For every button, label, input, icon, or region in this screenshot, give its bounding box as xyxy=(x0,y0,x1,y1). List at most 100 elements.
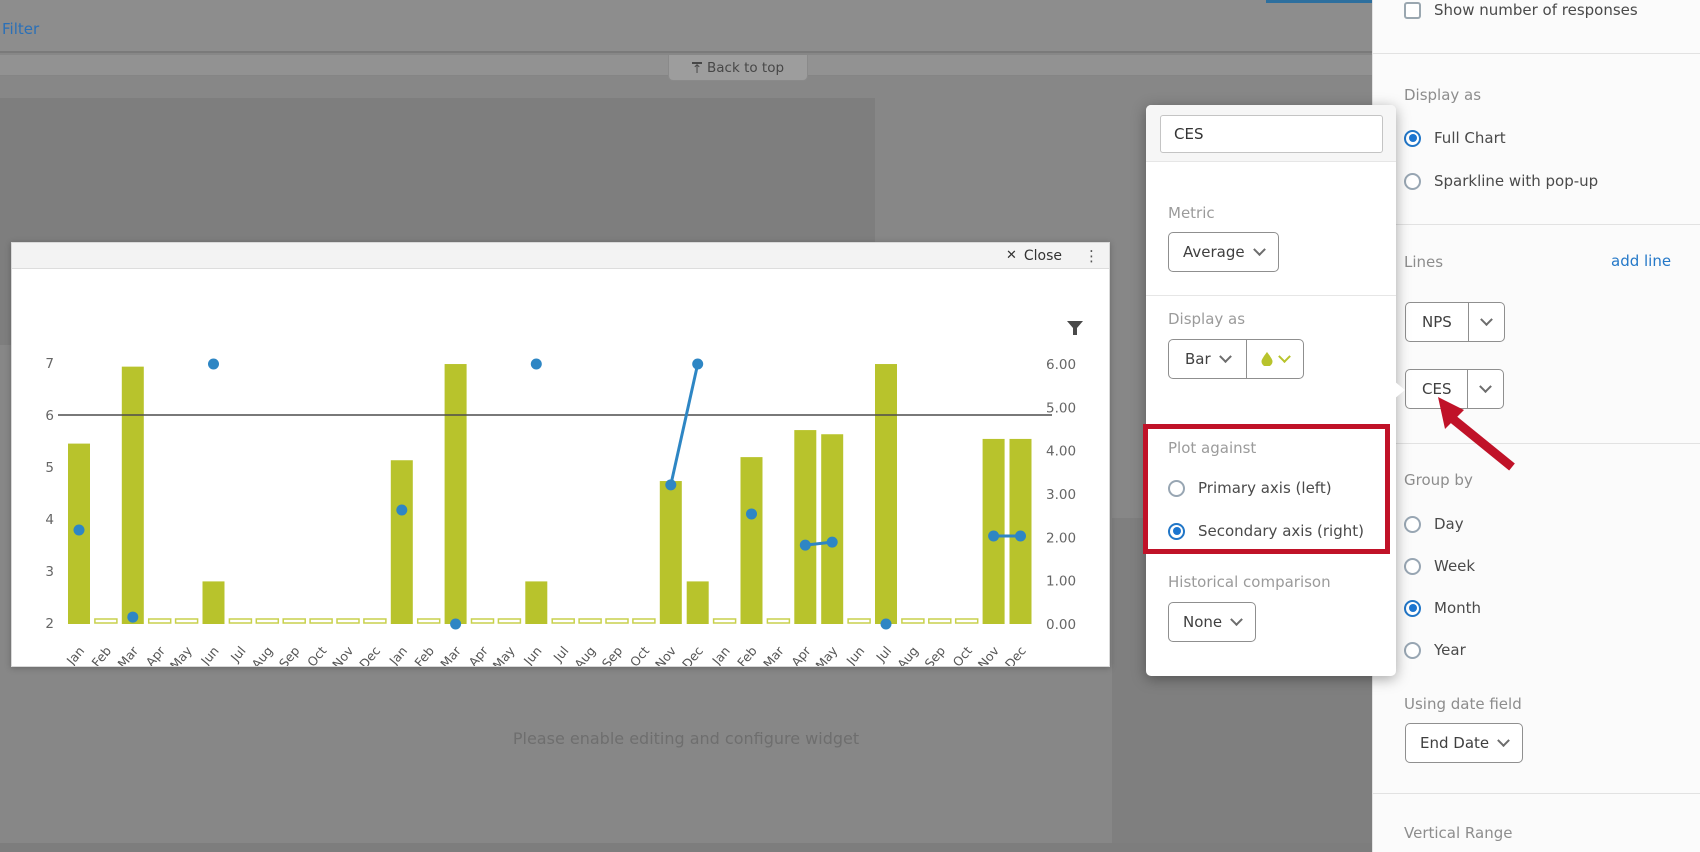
svg-text:Mar: Mar xyxy=(760,643,787,666)
radio-icon[interactable] xyxy=(1404,129,1421,147)
radio-icon[interactable] xyxy=(1168,479,1185,497)
svg-text:Aug: Aug xyxy=(571,643,598,666)
close-icon: ✕ xyxy=(1005,248,1017,263)
svg-text:1.00: 1.00 xyxy=(1046,574,1076,590)
svg-text:Oct: Oct xyxy=(627,643,652,666)
svg-text:Sep: Sep xyxy=(921,643,948,666)
date-field-dropdown[interactable]: End Date xyxy=(1405,723,1524,763)
separator xyxy=(1373,224,1700,225)
svg-text:Jun: Jun xyxy=(197,643,222,666)
radio-icon[interactable] xyxy=(1404,557,1421,575)
checkbox-icon[interactable] xyxy=(1404,1,1421,19)
svg-text:Nov: Nov xyxy=(652,643,680,666)
plot-option-secondary[interactable]: Secondary axis (right) xyxy=(1168,522,1364,540)
svg-text:7: 7 xyxy=(45,356,54,372)
svg-text:Dec: Dec xyxy=(679,643,706,666)
svg-text:Sep: Sep xyxy=(599,643,626,666)
display-as-label: Display as xyxy=(1168,310,1246,328)
line-item-nps[interactable]: NPS xyxy=(1405,302,1505,342)
display-option-full-chart[interactable]: Full Chart xyxy=(1404,129,1506,147)
group-option-year[interactable]: Year xyxy=(1404,641,1466,659)
display-as-text: Bar xyxy=(1185,350,1211,368)
svg-text:6: 6 xyxy=(45,408,54,424)
back-to-top-label: Back to top xyxy=(707,59,785,76)
vertical-range-label: Vertical Range xyxy=(1404,824,1513,842)
radio-icon[interactable] xyxy=(1404,641,1421,659)
plot-against-label: Plot against xyxy=(1168,439,1257,457)
svg-text:Dec: Dec xyxy=(1002,643,1029,666)
svg-text:Jul: Jul xyxy=(872,643,894,665)
chevron-down-icon xyxy=(1479,312,1493,326)
svg-text:Nov: Nov xyxy=(975,643,1003,666)
show-responses-row[interactable]: Show number of responses xyxy=(1404,1,1638,19)
line-name-input[interactable] xyxy=(1160,115,1383,153)
kebab-menu-icon[interactable]: ⋮ xyxy=(1084,246,1099,265)
group-option-day[interactable]: Day xyxy=(1404,515,1464,533)
popup-callout-beak xyxy=(1394,381,1405,399)
svg-text:3.00: 3.00 xyxy=(1046,487,1076,503)
nps-button-label[interactable]: NPS xyxy=(1406,303,1469,341)
radio-icon[interactable] xyxy=(1404,172,1421,190)
metric-dropdown[interactable]: Average xyxy=(1168,232,1279,272)
option-label: Full Chart xyxy=(1434,129,1506,147)
display-as-dropdown[interactable]: Bar xyxy=(1168,339,1304,379)
svg-text:Nov: Nov xyxy=(329,643,357,666)
option-label: Week xyxy=(1434,557,1476,575)
svg-text:6.00: 6.00 xyxy=(1046,357,1076,373)
display-as-label: Display as xyxy=(1404,86,1482,104)
arrow-to-top-icon: ↑ xyxy=(691,61,702,76)
chevron-down-icon xyxy=(1252,242,1266,256)
line-config-popup: Metric Average Display as Bar Plot again… xyxy=(1146,105,1396,676)
svg-text:Apr: Apr xyxy=(465,643,491,666)
close-button[interactable]: ✕ Close xyxy=(1006,248,1062,264)
radio-icon[interactable] xyxy=(1404,599,1421,617)
separator xyxy=(1373,53,1700,54)
historical-dropdown[interactable]: None xyxy=(1168,602,1257,642)
svg-text:Feb: Feb xyxy=(411,643,437,666)
group-option-month[interactable]: Month xyxy=(1404,599,1481,617)
historical-comparison-label: Historical comparison xyxy=(1168,573,1331,591)
line-item-ces[interactable]: CES xyxy=(1405,369,1505,409)
group-by-label: Group by xyxy=(1404,471,1473,489)
svg-text:Jun: Jun xyxy=(520,643,545,666)
nps-dropdown-toggle[interactable] xyxy=(1469,303,1504,341)
group-option-week[interactable]: Week xyxy=(1404,557,1475,575)
metric-label: Metric xyxy=(1168,204,1215,222)
widget-settings-sidebar: Show number of responses Display as Full… xyxy=(1372,0,1700,852)
show-responses-label: Show number of responses xyxy=(1434,1,1638,19)
svg-text:2: 2 xyxy=(45,616,54,632)
svg-text:Jan: Jan xyxy=(386,643,411,666)
radio-icon[interactable] xyxy=(1168,522,1185,540)
display-as-value[interactable]: Bar xyxy=(1169,340,1247,378)
svg-text:Jan: Jan xyxy=(708,643,733,666)
chart-preview-panel: ✕ Close ⋮ 7 6 5 4 3 2 6.00 5.00 4.00 3.00 2.00 1.00… xyxy=(11,242,1110,667)
svg-text:Jul: Jul xyxy=(550,643,572,665)
option-label: Month xyxy=(1434,599,1482,617)
svg-text:Mar: Mar xyxy=(114,643,141,666)
svg-text:Sep: Sep xyxy=(276,643,303,666)
svg-text:4.00: 4.00 xyxy=(1046,444,1076,460)
option-label: Primary axis (left) xyxy=(1198,479,1332,497)
chevron-down-icon xyxy=(1479,379,1493,393)
svg-text:Jan: Jan xyxy=(63,643,88,666)
plot-option-primary[interactable]: Primary axis (left) xyxy=(1168,479,1332,497)
filter-link[interactable]: Filter xyxy=(2,20,40,38)
color-picker-toggle[interactable] xyxy=(1247,340,1303,378)
svg-text:May: May xyxy=(812,643,840,666)
bottom-scroll-band xyxy=(0,843,1700,852)
svg-text:3: 3 xyxy=(45,564,54,580)
option-label: Year xyxy=(1434,641,1466,659)
display-option-sparkline[interactable]: Sparkline with pop-up xyxy=(1404,172,1598,190)
add-line-link[interactable]: add line xyxy=(1611,252,1672,270)
radio-icon[interactable] xyxy=(1404,515,1421,533)
svg-text:Feb: Feb xyxy=(734,643,760,666)
chevron-down-icon xyxy=(1497,733,1511,747)
ces-button-label[interactable]: CES xyxy=(1406,370,1469,408)
lines-label: Lines xyxy=(1404,253,1444,271)
svg-text:Mar: Mar xyxy=(437,643,464,666)
svg-text:2.00: 2.00 xyxy=(1046,530,1076,546)
separator xyxy=(1373,443,1700,444)
back-to-top-button[interactable]: ↑ Back to top xyxy=(668,55,808,81)
svg-text:Oct: Oct xyxy=(304,643,329,666)
